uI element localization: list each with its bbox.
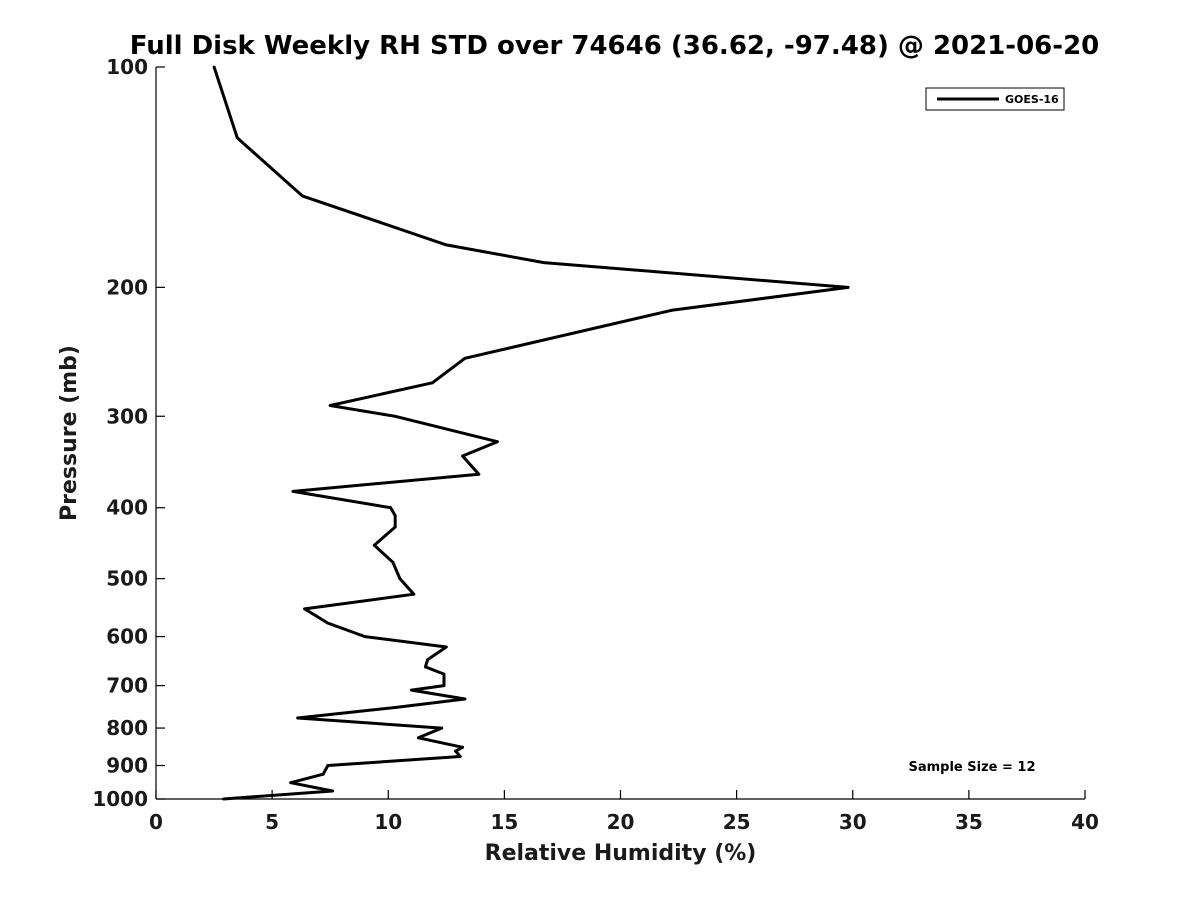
data-point bbox=[289, 781, 293, 785]
data-point bbox=[461, 454, 464, 458]
series-group bbox=[212, 65, 850, 801]
data-point bbox=[412, 592, 416, 596]
y-tick-label: 200 bbox=[106, 275, 148, 299]
y-tick-label: 900 bbox=[106, 754, 148, 778]
data-point bbox=[431, 381, 434, 385]
plot-axes bbox=[155, 67, 1085, 800]
data-point bbox=[442, 684, 446, 687]
data-point bbox=[326, 621, 330, 625]
data-point bbox=[444, 645, 448, 649]
y-axis-label: Pressure (mb) bbox=[57, 345, 82, 521]
data-point bbox=[670, 308, 673, 312]
y-tick-label: 100 bbox=[106, 55, 148, 79]
x-axis-label: Relative Humidity (%) bbox=[485, 841, 757, 866]
data-point bbox=[496, 440, 499, 444]
series-line-goes-16 bbox=[212, 66, 850, 801]
data-point bbox=[463, 697, 467, 701]
data-point bbox=[393, 514, 397, 517]
y-axis-ticks: 100 200 300 400 500 600 700 800 900 1000 bbox=[92, 55, 165, 811]
x-tick-label: 30 bbox=[839, 810, 867, 834]
data-point bbox=[326, 764, 330, 767]
data-point bbox=[331, 789, 334, 793]
data-point bbox=[291, 490, 295, 493]
y-tick-label: 400 bbox=[106, 496, 148, 520]
x-tick-label: 35 bbox=[955, 810, 983, 834]
data-point bbox=[542, 261, 546, 264]
x-tick-label: 20 bbox=[607, 810, 635, 834]
data-point bbox=[424, 665, 427, 669]
x-axis-ticks: 0 5 10 15 20 25 30 35 40 bbox=[149, 790, 1099, 834]
data-point bbox=[391, 560, 395, 564]
y-tick-label: 1000 bbox=[92, 787, 148, 811]
data-point bbox=[846, 286, 850, 289]
chart-title: Full Disk Weekly RH STD over 74646 (36.6… bbox=[130, 31, 1100, 61]
data-point bbox=[458, 755, 462, 758]
x-tick-label: 15 bbox=[490, 810, 518, 834]
x-tick-label: 5 bbox=[265, 810, 279, 834]
x-tick-label: 25 bbox=[723, 810, 751, 834]
legend: GOES-16 bbox=[925, 87, 1065, 111]
data-point bbox=[303, 607, 306, 611]
legend-label-goes-16: GOES-16 bbox=[1005, 93, 1059, 106]
data-point bbox=[410, 688, 413, 692]
x-tick-label: 10 bbox=[374, 810, 402, 834]
data-point bbox=[440, 726, 444, 730]
data-point bbox=[300, 194, 304, 198]
y-tick-label: 600 bbox=[106, 625, 148, 649]
y-tick-label: 700 bbox=[106, 674, 148, 698]
data-point bbox=[296, 716, 300, 720]
data-point bbox=[463, 356, 467, 360]
data-point bbox=[372, 543, 376, 547]
data-point bbox=[212, 65, 216, 69]
y-tick-label: 500 bbox=[106, 567, 148, 591]
y-tick-label: 300 bbox=[106, 404, 148, 428]
data-point bbox=[442, 672, 446, 676]
data-point bbox=[426, 658, 430, 661]
data-point bbox=[444, 243, 448, 247]
data-point bbox=[235, 136, 239, 140]
data-point bbox=[393, 414, 397, 418]
data-point bbox=[328, 404, 332, 407]
data-point bbox=[398, 577, 402, 580]
data-point bbox=[222, 797, 225, 801]
data-point bbox=[461, 745, 464, 749]
data-point bbox=[321, 772, 325, 776]
data-point bbox=[477, 472, 481, 476]
data-point bbox=[454, 749, 457, 753]
data-point bbox=[417, 736, 420, 740]
x-tick-label: 40 bbox=[1071, 810, 1099, 834]
sample-size-annotation: Sample Size = 12 bbox=[908, 760, 1035, 775]
data-point bbox=[389, 506, 392, 510]
data-point bbox=[393, 706, 397, 709]
y-tick-label: 800 bbox=[106, 716, 148, 740]
x-tick-label: 0 bbox=[149, 810, 163, 834]
data-point bbox=[363, 635, 367, 638]
data-point bbox=[393, 525, 397, 529]
